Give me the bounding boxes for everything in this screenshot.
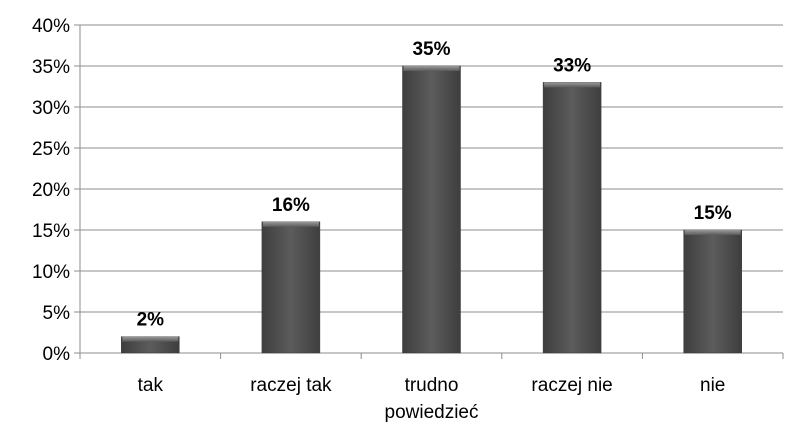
bar-highlight <box>262 221 319 227</box>
axes <box>74 24 784 359</box>
bars <box>121 65 742 354</box>
bar <box>402 65 461 354</box>
y-tick-label: 35% <box>32 57 70 78</box>
bar-highlight <box>544 82 601 88</box>
x-category-label: tak <box>138 375 164 396</box>
x-category-label: nie <box>700 375 725 396</box>
y-tick-label: 40% <box>32 16 70 37</box>
x-category-label: raczej nie <box>531 375 612 396</box>
y-tick-label: 25% <box>32 139 70 160</box>
y-tick-label: 0% <box>43 344 71 365</box>
x-category-label: raczej tak <box>250 375 332 396</box>
data-label: 33% <box>553 55 591 76</box>
x-category-label: powiedzieć <box>385 402 479 423</box>
bar <box>683 229 742 354</box>
y-tick-label: 20% <box>32 180 70 201</box>
y-tick-label: 10% <box>32 262 70 283</box>
y-tick-label: 15% <box>32 221 70 242</box>
data-label: 15% <box>694 203 732 224</box>
bar-highlight <box>403 66 460 71</box>
data-label: 35% <box>412 39 450 60</box>
y-tick-label: 5% <box>43 303 71 324</box>
labels: 0% 5% 10% 15% 20% 25% 30% 35% 40% 2% tak 16% raczej … <box>32 16 732 423</box>
data-label: 16% <box>272 195 310 216</box>
data-label: 2% <box>137 310 165 331</box>
x-category-label: trudno <box>405 375 459 396</box>
bar-highlight <box>684 230 741 235</box>
bar-highlight <box>122 336 179 342</box>
y-tick-label: 30% <box>32 98 70 119</box>
bar <box>261 221 321 354</box>
bar <box>542 82 602 354</box>
